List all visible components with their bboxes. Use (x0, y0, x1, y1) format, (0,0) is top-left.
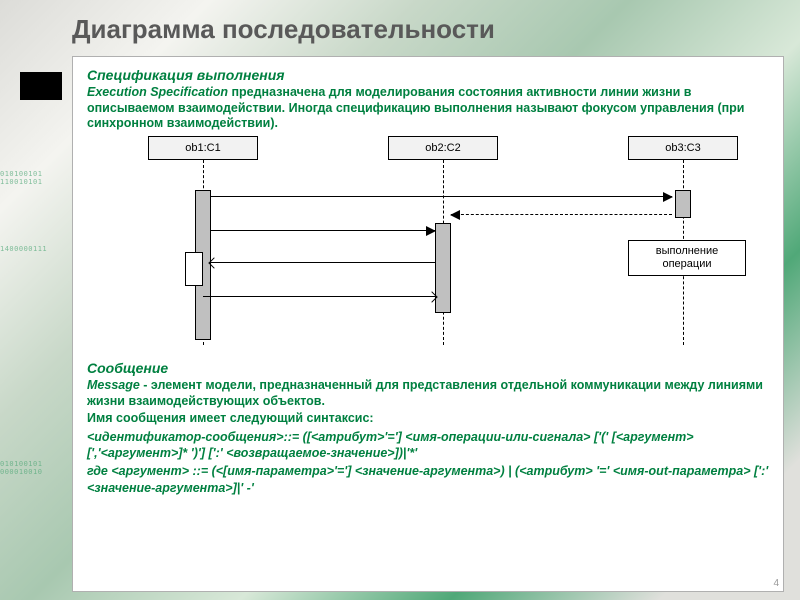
page-number: 4 (773, 578, 779, 589)
section2-body: Message - элемент модели, предназначенны… (87, 378, 769, 409)
msg-ob1-ob3 (211, 196, 672, 197)
section2-term: Message (87, 378, 140, 392)
lifeline-head-ob3: ob3:C3 (628, 136, 738, 160)
syntax-intro: Имя сообщения имеет следующий синтаксис: (87, 411, 769, 427)
slide-title: Диаграмма последовательности (72, 14, 495, 45)
bg-binary-3: 010100101000010010 (0, 460, 60, 476)
lifeline-head-ob1: ob1:C1 (148, 136, 258, 160)
msg-ob1-ob2 (211, 230, 435, 231)
msg-ob1-ob2-async (203, 296, 435, 297)
annotation-line1: выполнение (656, 245, 719, 257)
section1-term: Execution Specification (87, 85, 228, 99)
section2-heading: Сообщение (87, 360, 769, 376)
bg-binary-1: 010100101110010101 (0, 170, 60, 186)
section2-text: - элемент модели, предназначенный для пр… (87, 378, 763, 408)
section1-heading: Спецификация выполнения (87, 67, 769, 83)
activation-ob2 (435, 223, 451, 313)
section1-body: Execution Specification предназначена дл… (87, 85, 769, 132)
sequence-diagram: ob1:C1 ob2:C2 ob3:C3 выполнение операции (88, 136, 768, 354)
lifeline-head-ob2: ob2:C2 (388, 136, 498, 160)
decorative-square (20, 72, 62, 100)
annotation-box: выполнение операции (628, 240, 746, 276)
msg-ob3-ob2-return (451, 214, 672, 215)
syntax-line-1: <идентификатор-сообщения>::= ([<атрибут>… (87, 429, 769, 462)
annotation-line2: операции (662, 258, 711, 270)
msg-ob2-ob1-return (211, 262, 435, 263)
content-panel: Спецификация выполнения Execution Specif… (72, 56, 784, 592)
bg-binary-2: 1400000111 (0, 245, 60, 253)
syntax-line-2: где <аргумент> ::= (<[имя-параметра>'=']… (87, 463, 769, 496)
nested-activation-ob1 (185, 252, 203, 286)
activation-ob3 (675, 190, 691, 218)
